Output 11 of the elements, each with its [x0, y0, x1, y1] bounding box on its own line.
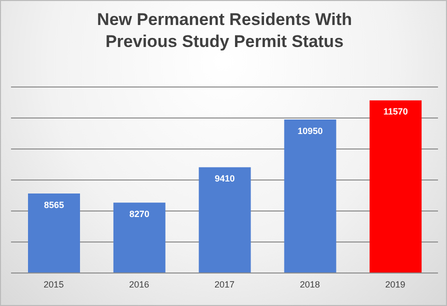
- x-tick-label: 2015: [44, 279, 64, 290]
- x-tick-label: 2018: [300, 279, 320, 290]
- data-label: 8565: [44, 200, 64, 210]
- chart-title: New Permanent Residents With Previous Study Permit Status: [96, 9, 353, 53]
- x-tick-label: 2016: [129, 279, 150, 290]
- x-tick-label: 2017: [214, 279, 235, 290]
- x-tick-label: 2019: [385, 279, 406, 290]
- data-label: 8270: [129, 209, 150, 220]
- data-label: 11570: [383, 106, 408, 117]
- data-label: 10950: [298, 126, 323, 136]
- data-label: 9410: [214, 174, 235, 184]
